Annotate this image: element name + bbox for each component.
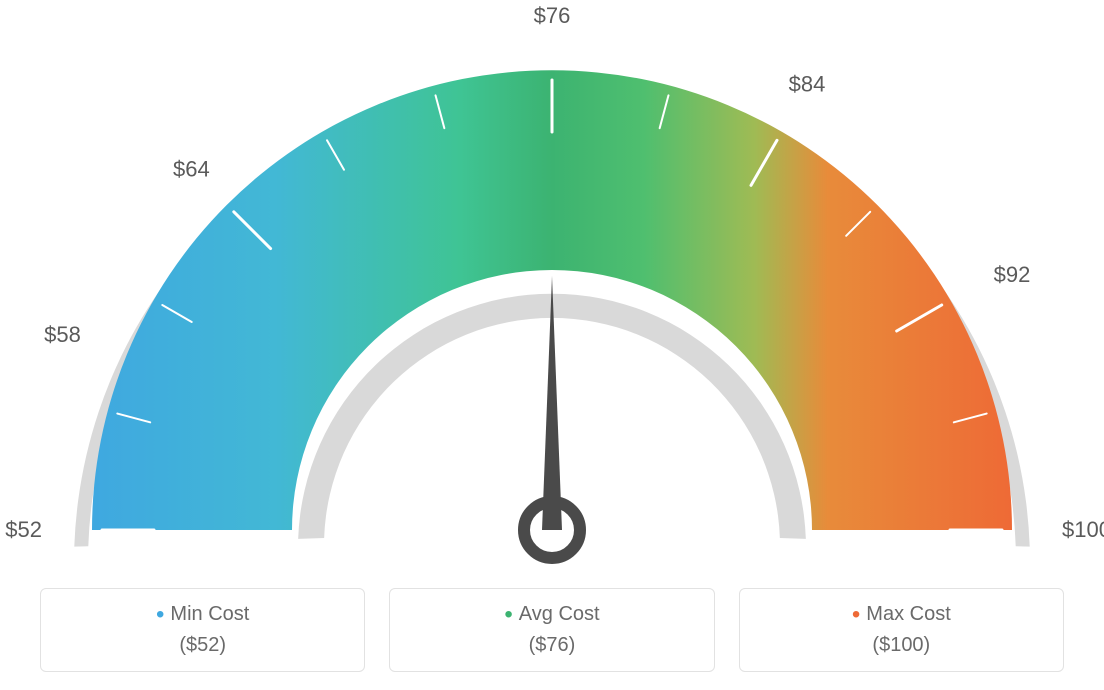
legend-card-min: • Min Cost ($52) xyxy=(40,588,365,672)
legend-value-avg: ($76) xyxy=(390,634,713,657)
legend-card-avg: • Avg Cost ($76) xyxy=(389,588,714,672)
legend-label-max: Max Cost xyxy=(866,603,950,625)
gauge-tick-label: $58 xyxy=(44,322,81,347)
gauge-tick-label: $100 xyxy=(1062,517,1104,542)
gauge-tick-label: $52 xyxy=(5,517,42,542)
legend-dot-min: • xyxy=(156,601,164,628)
gauge-tick-label: $84 xyxy=(789,71,826,96)
legend-title-max: • Max Cost xyxy=(740,603,1063,626)
gauge-tick-label: $64 xyxy=(173,156,210,181)
legend-value-max: ($100) xyxy=(740,634,1063,657)
gauge-svg: $52 $58 $64 $76 $84 $92 $100 xyxy=(0,0,1104,570)
legend-dot-avg: • xyxy=(504,601,512,628)
legend-value-min: ($52) xyxy=(41,634,364,657)
legend-title-avg: • Avg Cost xyxy=(390,603,713,626)
gauge-tick-label: $92 xyxy=(994,262,1031,287)
legend-row: • Min Cost ($52) • Avg Cost ($76) • Max Cos… xyxy=(0,588,1104,672)
legend-dot-max: • xyxy=(852,601,860,628)
gauge-tick-label: $76 xyxy=(534,3,571,28)
cost-gauge-chart: $52 $58 $64 $76 $84 $92 $100 • Min Cost ($52) •… xyxy=(0,0,1104,690)
legend-label-avg: Avg Cost xyxy=(519,603,600,625)
legend-title-min: • Min Cost xyxy=(41,603,364,626)
legend-label-min: Min Cost xyxy=(170,603,249,625)
legend-card-max: • Max Cost ($100) xyxy=(739,588,1064,672)
